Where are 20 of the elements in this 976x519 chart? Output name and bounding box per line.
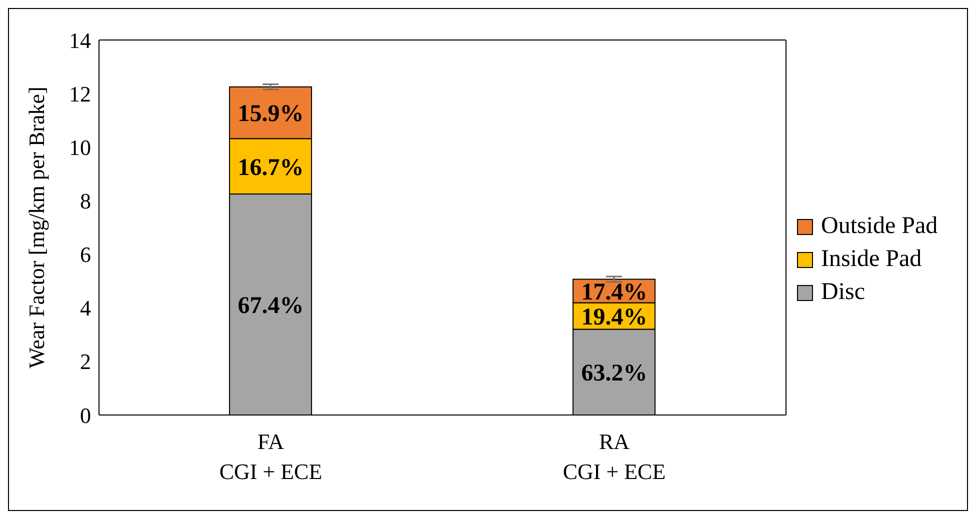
- annotation: 16.7%: [238, 154, 304, 181]
- annotation: 67.4%: [238, 293, 304, 320]
- y-axis-title: Wear Factor [mg/km per Brake]: [24, 86, 49, 368]
- legend-label: Outside Pad: [821, 213, 938, 240]
- y-tick-label: 2: [80, 349, 91, 374]
- x-tick-label: RA CGI + ECE: [562, 429, 666, 484]
- y-tick-label: 12: [69, 81, 91, 106]
- y-tick-label: 6: [80, 242, 91, 268]
- x-tick-label: FA CGI + ECE: [219, 429, 322, 484]
- legend-label: Disc: [821, 279, 865, 306]
- y-tick-label: 0: [80, 402, 91, 428]
- annotation: 19.4%: [581, 304, 648, 331]
- y-tick-label: 14: [69, 28, 91, 53]
- annotation: 63.2%: [581, 360, 648, 387]
- legend-label: Inside Pad: [821, 246, 922, 273]
- annotation: 17.4%: [581, 280, 648, 306]
- y-tick-label: 8: [80, 188, 91, 214]
- y-tick-label: 4: [80, 296, 91, 321]
- y-tick-label: 10: [69, 134, 91, 160]
- annotation: 15.9%: [238, 101, 304, 128]
